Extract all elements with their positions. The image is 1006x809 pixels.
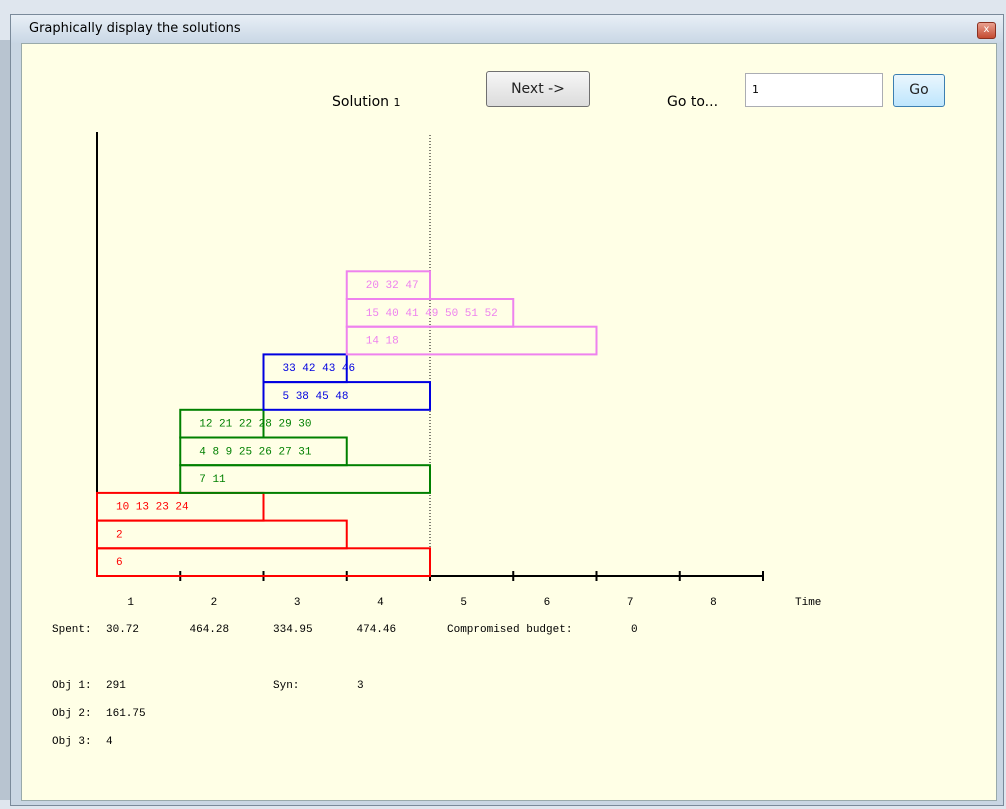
period-label: 5 [460, 597, 467, 609]
stat-text: Spent: [52, 624, 92, 636]
task-label: 6 [116, 557, 123, 569]
task-label: 33 42 43 46 [283, 363, 356, 375]
stat-text: 0 [631, 624, 638, 636]
solution-label: Solution 1 [332, 94, 401, 110]
stat-text: Obj 3: [52, 736, 92, 748]
stat-text: 161.75 [106, 708, 146, 720]
task-bar [345, 270, 431, 300]
task-label: 4 8 9 25 26 27 31 [199, 446, 312, 458]
stat-text: Obj 1: [52, 680, 92, 692]
title-bar: Graphically display the solutions x [11, 15, 1003, 43]
period-label: 2 [211, 597, 218, 609]
stat-text: 464.28 [190, 624, 230, 636]
stat-text: Obj 2: [52, 708, 92, 720]
stat-text: 4 [106, 736, 113, 748]
period-label: 1 [127, 597, 134, 609]
window-body: Solution 1 Next -> Go to... 1 Go [21, 43, 997, 801]
task-label: 2 [116, 529, 123, 541]
close-button[interactable]: x [977, 22, 996, 39]
stat-text: 30.72 [106, 624, 139, 636]
task-label: 15 40 41 49 50 51 52 [366, 308, 498, 320]
goto-input[interactable]: 1 [745, 73, 883, 107]
period-label: 6 [544, 597, 551, 609]
stat-text: Compromised budget: [447, 624, 572, 636]
task-label: 20 32 47 [366, 280, 419, 292]
solution-number: 1 [393, 96, 401, 109]
stat-text: 334.95 [273, 624, 313, 636]
period-label: 4 [377, 597, 384, 609]
task-label: 12 21 22 28 29 30 [199, 419, 311, 431]
window-title: Graphically display the solutions [29, 21, 241, 36]
task-bar [96, 519, 348, 550]
stat-text: 474.46 [357, 624, 397, 636]
stat-text: 291 [106, 680, 126, 692]
task-label: 5 38 45 48 [283, 391, 349, 403]
task-label: 10 13 23 24 [116, 502, 189, 514]
go-button[interactable]: Go [893, 74, 945, 107]
task-label: 7 11 [199, 474, 226, 486]
stat-text: Syn: [273, 680, 299, 692]
period-label: 3 [294, 597, 301, 609]
task-bar [179, 408, 265, 439]
task-label: 14 18 [366, 335, 399, 347]
axis-label: Time [795, 597, 821, 609]
goto-label: Go to... [667, 94, 719, 110]
period-label: 8 [710, 597, 717, 609]
background-window-edge [0, 40, 10, 800]
period-label: 7 [627, 597, 634, 609]
stat-text: 3 [357, 680, 364, 692]
solution-text: Solution [332, 94, 390, 110]
next-button[interactable]: Next -> [486, 71, 590, 107]
window: Graphically display the solutions x Solu… [10, 14, 1004, 806]
task-bar [262, 353, 348, 384]
